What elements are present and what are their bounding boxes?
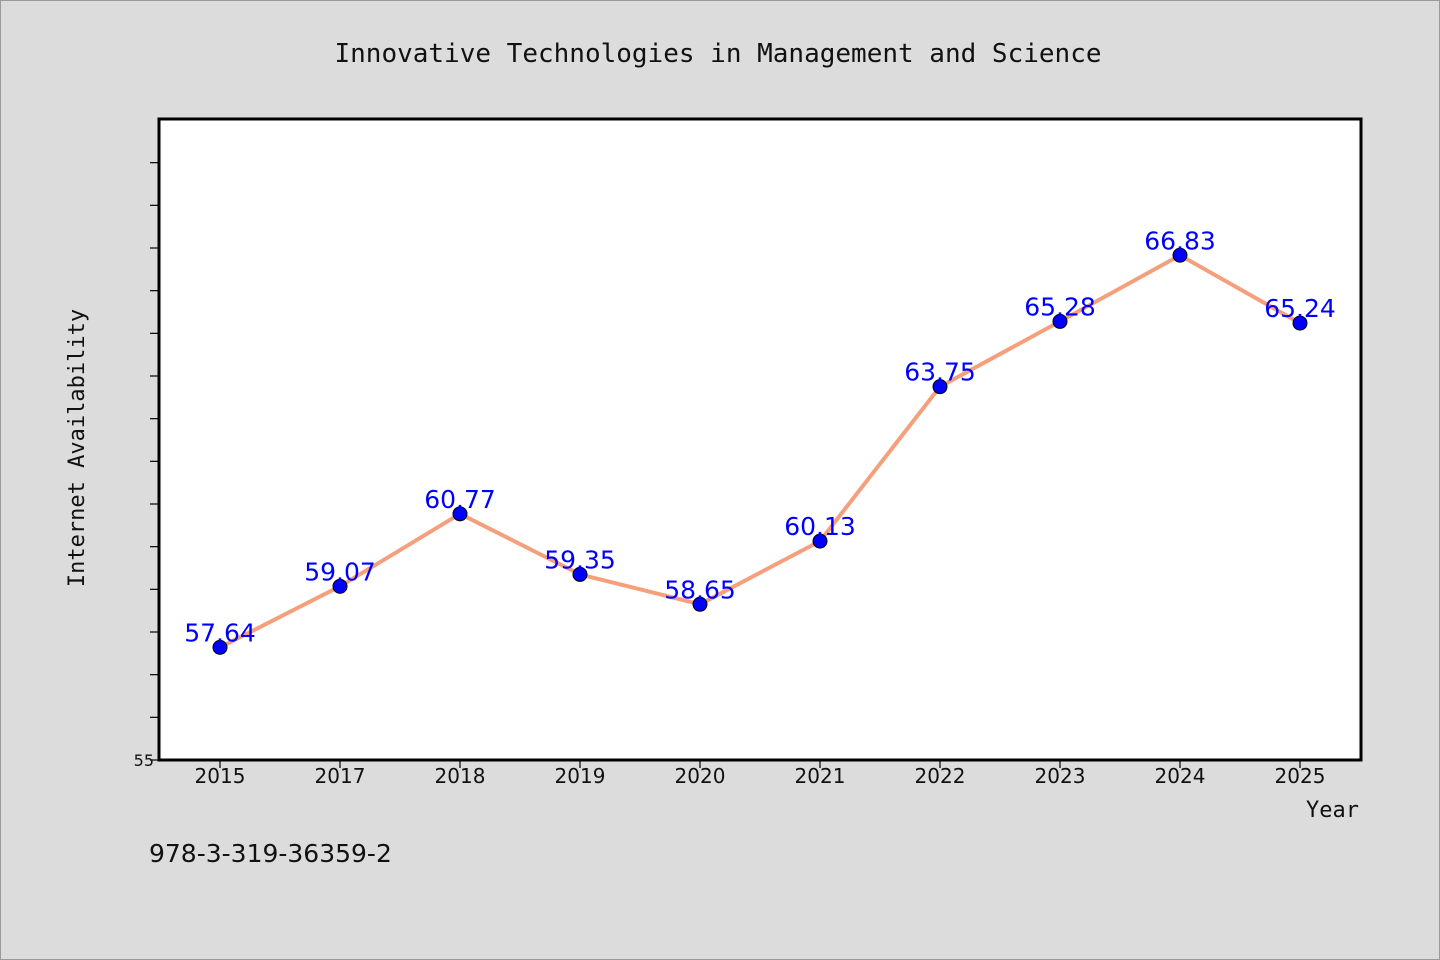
y-axis-title: Internet Availability (65, 309, 90, 587)
x-axis-ticks: 2015 2017 2018 2019 2020 2021 2022 2023 2024 2025 (195, 760, 1326, 788)
data-label: 60.13 (784, 512, 856, 541)
x-axis-title: Year (1306, 798, 1359, 823)
plot-area (157, 117, 1363, 762)
data-point (332, 578, 348, 594)
x-tick-label: 2025 (1275, 764, 1326, 788)
data-label: 63.75 (904, 358, 976, 387)
data-point (932, 379, 948, 395)
series-line (219, 253, 1301, 650)
x-tick-label: 2018 (435, 764, 486, 788)
isbn-footer: 978-3-319-36359-2 (149, 839, 392, 868)
chart-title: Innovative Technologies in Management an… (334, 39, 1101, 69)
data-labels: 57.64 59.07 60.77 59.35 58.65 60.13 63.75 65.28… (184, 226, 1336, 647)
x-tick-label: 2023 (1035, 764, 1086, 788)
data-point (692, 596, 708, 612)
data-label: 66.83 (1144, 226, 1216, 255)
data-label: 58.65 (664, 575, 736, 604)
data-point (1052, 313, 1068, 329)
x-tick-label: 2022 (915, 764, 966, 788)
x-tick-label: 2024 (1155, 764, 1206, 788)
x-tick-label: 2015 (195, 764, 246, 788)
data-label: 57.64 (184, 618, 256, 647)
x-tick-label: 2017 (315, 764, 366, 788)
data-point (572, 566, 588, 582)
data-point (812, 533, 828, 549)
y-tick-label: 55 (134, 751, 154, 770)
data-point (212, 639, 228, 655)
x-tick-label: 2021 (795, 764, 846, 788)
data-point (1292, 315, 1308, 331)
data-label: 65.28 (1024, 292, 1096, 321)
data-label: 59.35 (544, 545, 616, 574)
data-point (1172, 247, 1188, 263)
data-label: 60.77 (424, 485, 496, 514)
y-axis-ticks: 55 (134, 162, 160, 770)
x-tick-label: 2019 (555, 764, 606, 788)
data-label: 65.24 (1264, 294, 1336, 323)
series-markers (212, 247, 1308, 655)
data-point (452, 506, 468, 522)
x-tick-label: 2020 (675, 764, 726, 788)
data-label: 59.07 (304, 557, 376, 586)
